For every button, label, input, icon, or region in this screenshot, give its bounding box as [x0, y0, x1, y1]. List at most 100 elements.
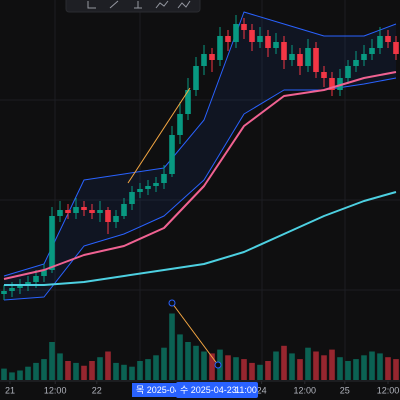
volume-bar — [113, 362, 119, 380]
volume-bar — [377, 353, 383, 380]
volume-bar — [73, 362, 79, 380]
candle-body — [49, 216, 55, 270]
candle-body — [257, 36, 263, 42]
volume-bar — [313, 351, 319, 380]
volume-bar — [353, 359, 359, 380]
volume-bar — [289, 353, 295, 380]
volume-bar — [65, 361, 71, 380]
crosshair-label: 목 2025-04-2 수 2025-04-23 11:00 — [132, 382, 258, 398]
candle-body — [201, 54, 207, 66]
candle-body — [105, 210, 111, 222]
candle-body — [145, 186, 151, 189]
volume-bar — [233, 357, 239, 380]
x-tick-label: 24 — [257, 385, 267, 395]
candle-body — [89, 210, 95, 213]
candle-body — [169, 135, 175, 174]
volume-bar — [209, 353, 215, 380]
handle[interactable] — [168, 299, 176, 307]
candle-body — [17, 285, 23, 288]
candle-body — [265, 36, 271, 48]
volume-bar — [49, 342, 55, 380]
volume-bar — [17, 370, 23, 380]
candle-body — [345, 66, 351, 78]
volume-bar — [81, 365, 87, 380]
band-upper — [3, 11, 397, 277]
volume-bar — [201, 351, 207, 380]
crosshair-prev: 목 2025-04-2 — [136, 385, 188, 395]
tool-icon[interactable] — [109, 0, 119, 9]
volume-bar — [249, 362, 255, 380]
candle-body — [177, 114, 183, 135]
volume-bar — [161, 347, 167, 380]
candle-body — [369, 48, 375, 54]
volume-bar — [281, 345, 287, 380]
candle-body — [313, 48, 319, 72]
trend-line[interactable] — [171, 302, 219, 366]
toolbar — [65, 0, 201, 13]
moving-average — [4, 191, 397, 286]
volume-bar — [89, 361, 95, 380]
candle-body — [121, 204, 127, 216]
band-fill — [4, 12, 396, 300]
volume-bar — [297, 359, 303, 380]
volume-bar — [145, 359, 151, 380]
handle[interactable] — [214, 361, 222, 369]
volume-bar — [105, 351, 111, 380]
trend-line[interactable] — [127, 87, 191, 184]
volume-bar — [361, 355, 367, 380]
candle-body — [193, 66, 199, 90]
volume-bar — [329, 349, 335, 380]
tool-icon[interactable] — [87, 1, 96, 9]
candle-body — [25, 282, 31, 285]
volume-bar — [273, 351, 279, 380]
x-tick-label: 25 — [340, 385, 350, 395]
volume-bar — [41, 359, 47, 380]
candle-body — [9, 288, 15, 291]
volume-bar — [393, 359, 399, 380]
candle-body — [393, 42, 399, 54]
drawing-lines — [127, 87, 222, 369]
tool-icon[interactable] — [134, 1, 142, 9]
crosshair-date: 수 2025-04-23 — [180, 385, 237, 395]
volume-bar — [321, 355, 327, 380]
grid — [0, 0, 400, 380]
volume-bar — [153, 355, 159, 380]
candle-body — [353, 60, 359, 66]
tool-icon[interactable] — [177, 0, 191, 9]
candle-body — [361, 54, 367, 60]
candle-body — [113, 216, 119, 222]
volume-bar — [225, 355, 231, 380]
volume-bar — [129, 366, 135, 380]
candle-body — [81, 207, 87, 210]
candle-body — [225, 36, 231, 42]
volume-bar — [193, 345, 199, 380]
candle-body — [241, 24, 247, 30]
candle-body — [161, 174, 167, 183]
candle-body — [65, 210, 71, 213]
volume-bar — [257, 364, 263, 380]
candle-body — [233, 24, 239, 42]
volume-bar — [385, 357, 391, 380]
x-tick-label: 21 — [5, 385, 15, 395]
candle-body — [33, 276, 39, 282]
volume-bar — [1, 368, 7, 380]
volume-bar — [337, 357, 343, 380]
candle-body — [305, 48, 311, 66]
volume-bar — [241, 359, 247, 380]
candle-body — [185, 90, 191, 114]
candle-body — [289, 54, 295, 60]
volume-bar — [185, 342, 191, 380]
candle-body — [209, 54, 215, 60]
volume-bar — [369, 351, 375, 380]
x-axis: 21 12:00 22 24 12:00 25 12:00 — [5, 381, 399, 395]
x-tick-label: 12:00 — [294, 385, 317, 395]
crosshair-time: 11:00 — [235, 385, 257, 395]
volume-bar — [137, 361, 143, 380]
candle-body — [137, 189, 143, 192]
x-tick-label: 22 — [92, 385, 102, 395]
candle-body — [337, 78, 343, 90]
candle-body — [129, 192, 135, 204]
volume-bar — [57, 353, 63, 380]
tool-icon[interactable] — [155, 0, 169, 9]
volume-bar — [177, 334, 183, 380]
